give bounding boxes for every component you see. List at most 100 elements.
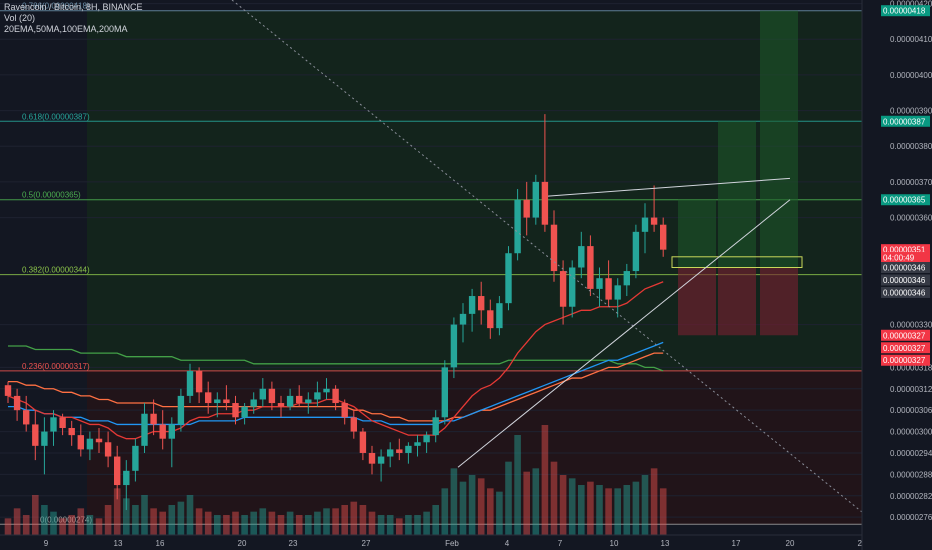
volume-bar [150, 508, 157, 535]
price-tick-label: 0.00000306 [890, 406, 932, 415]
candle-body [387, 449, 394, 457]
candle-body [95, 438, 103, 443]
candle-body [468, 296, 476, 314]
volume-bar [123, 498, 130, 535]
candle-body [186, 370, 194, 396]
price-tick-label: 0.00000276 [890, 513, 932, 522]
price-tick-label: 0.00000360 [890, 214, 932, 223]
volume-bar [22, 515, 30, 535]
candle-body [114, 456, 121, 486]
volume-bar [578, 485, 585, 535]
stop-zone [678, 267, 716, 336]
price-tick-label: 0.00000390 [890, 107, 932, 116]
candle-body [478, 296, 485, 311]
volume-bar [104, 505, 112, 535]
candle-body [277, 403, 285, 407]
volume-bar [259, 508, 267, 535]
support-trendline [457, 199, 791, 468]
price-axis[interactable]: 0.00000420 0.00000410 0.00000400 0.00000390… [861, 0, 932, 550]
candle-body [286, 395, 294, 407]
price-tick-label: 0.00000420 [890, 0, 932, 9]
candle-body [195, 370, 203, 393]
volume-bar [487, 488, 494, 535]
fib-label: 0.382(0.00000344) [22, 266, 90, 275]
candle-body [605, 278, 612, 300]
fib-levels-layer: 0.786(0.00000418) 0.618(0.00000387) 0.5(0.… [0, 2, 862, 525]
candle-body [168, 424, 175, 439]
candle-body [505, 253, 512, 304]
volume-bar [50, 511, 57, 535]
volume-bar [441, 488, 449, 535]
price-tick-label: 0.00000300 [890, 428, 932, 437]
price-tag-label: 0.00000346 [883, 264, 926, 273]
candle-body [205, 392, 212, 404]
volume-bar [168, 505, 176, 535]
candle-body [296, 395, 303, 404]
candle-body [350, 417, 357, 432]
volume-bar [232, 511, 239, 535]
volume-bar [423, 511, 430, 535]
volume-bar [377, 515, 385, 535]
price-tag [881, 262, 930, 273]
volume-bar [186, 495, 194, 535]
ma50-line [8, 341, 664, 426]
profit-zone [678, 199, 716, 268]
fib-label: 0.618(0.00000387) [22, 112, 90, 121]
volume-bar [587, 481, 594, 535]
volume-bar [4, 518, 12, 535]
volume-bar [523, 471, 530, 535]
candle-body [623, 271, 630, 286]
candle-body [68, 428, 75, 436]
volume-bar [632, 481, 640, 535]
price-tag [881, 244, 930, 256]
price-tick-label: 0.00000330 [890, 321, 932, 330]
time-tick-label: 9 [44, 539, 49, 548]
candle-body [660, 224, 667, 250]
diagonal-trendline [231, 0, 863, 513]
price-tick-label: 0.00000380 [890, 142, 932, 151]
candle-body [123, 470, 130, 486]
volume-bar [177, 501, 185, 535]
volume-bar [623, 485, 631, 535]
time-tick-label: 4 [505, 539, 510, 548]
volume-bar [505, 461, 512, 535]
chart-legend: Ravencoin / Bitcoin, 8H, BINANCE Vol (20… [4, 2, 143, 35]
candle-body [641, 217, 649, 232]
candles-layer [4, 114, 667, 511]
candle-body [405, 445, 412, 453]
drawings-layer [231, 0, 863, 513]
candle-body [496, 303, 503, 329]
price-tag [881, 274, 930, 286]
price-tag [881, 115, 930, 127]
price-tag-label: 0.00000418 [883, 7, 926, 16]
candle-body [414, 442, 421, 446]
price-tag-label: 0.00000346 [883, 288, 926, 297]
candle-body [41, 431, 48, 446]
volume-bar [559, 475, 567, 535]
time-tick-label: 17 [732, 539, 741, 548]
volume-bar [450, 468, 458, 535]
volume-bar [541, 425, 549, 535]
volume-bar [386, 515, 394, 535]
resistance-trendline [547, 177, 791, 197]
volume-bar [396, 518, 403, 535]
volume-bar [532, 468, 540, 535]
volume-bar [459, 481, 467, 535]
candle-body [259, 388, 266, 400]
candle-body [377, 456, 385, 464]
candle-body [150, 413, 157, 425]
time-tick-label: 13 [661, 539, 670, 548]
volume-bar [268, 511, 276, 535]
volume-bar [223, 515, 230, 535]
price-tag-label: 04:00:49 [883, 254, 915, 263]
price-tick-label: 0.00000294 [890, 449, 932, 458]
candle-body [487, 310, 494, 329]
volume-bar [214, 515, 221, 535]
volume-bar [432, 505, 439, 535]
price-tag [881, 252, 930, 264]
time-tick-label: 7 [558, 539, 563, 548]
volume-bar [659, 488, 667, 535]
time-tick-label: 13 [114, 539, 123, 548]
volume-bar [95, 518, 103, 535]
